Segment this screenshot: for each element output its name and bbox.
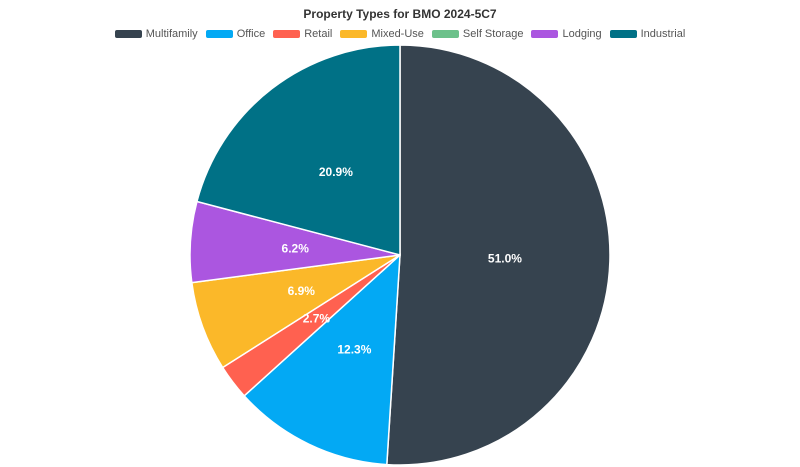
- legend-item-mixed-use[interactable]: Mixed-Use: [340, 28, 424, 40]
- pie-slice-label: 2.7%: [303, 312, 331, 326]
- legend-swatch: [340, 30, 368, 38]
- pie-slice-industrial[interactable]: [196, 44, 401, 256]
- legend-label: Self Storage: [462, 28, 524, 40]
- legend-swatch: [431, 30, 459, 38]
- legend-item-self-storage[interactable]: Self Storage: [431, 28, 524, 40]
- legend-label: Mixed-Use: [371, 28, 424, 40]
- legend-swatch: [273, 30, 301, 38]
- pie-slice-office[interactable]: [243, 253, 401, 466]
- chart-legend: Multifamily Office Retail Mixed-Use Self Sto…: [0, 28, 800, 40]
- legend-item-multifamily[interactable]: Multifamily: [114, 28, 198, 40]
- pie-slice-label: 6.9%: [288, 284, 316, 298]
- pie-slice-label: 12.3%: [337, 343, 371, 357]
- legend-label: Lodging: [562, 28, 602, 40]
- pie-slice-label: 20.9%: [319, 165, 353, 179]
- legend-swatch: [205, 30, 233, 38]
- legend-swatch: [114, 30, 142, 38]
- legend-swatch: [531, 30, 559, 38]
- pie-slice-label: 51.0%: [488, 251, 522, 265]
- legend-item-industrial[interactable]: Industrial: [609, 28, 686, 40]
- chart-title: Property Types for BMO 2024-5C7: [303, 7, 497, 21]
- legend-item-lodging[interactable]: Lodging: [531, 28, 602, 40]
- legend-swatch: [609, 30, 637, 38]
- legend-label: Multifamily: [145, 28, 198, 40]
- legend-item-retail[interactable]: Retail: [273, 28, 332, 40]
- pie-slice-multifamily[interactable]: [386, 44, 611, 466]
- legend-label: Office: [236, 28, 266, 40]
- legend-label: Retail: [304, 28, 333, 40]
- legend-item-office[interactable]: Office: [205, 28, 266, 40]
- pie-slice-label: 6.2%: [282, 241, 310, 255]
- legend-label: Industrial: [640, 28, 686, 40]
